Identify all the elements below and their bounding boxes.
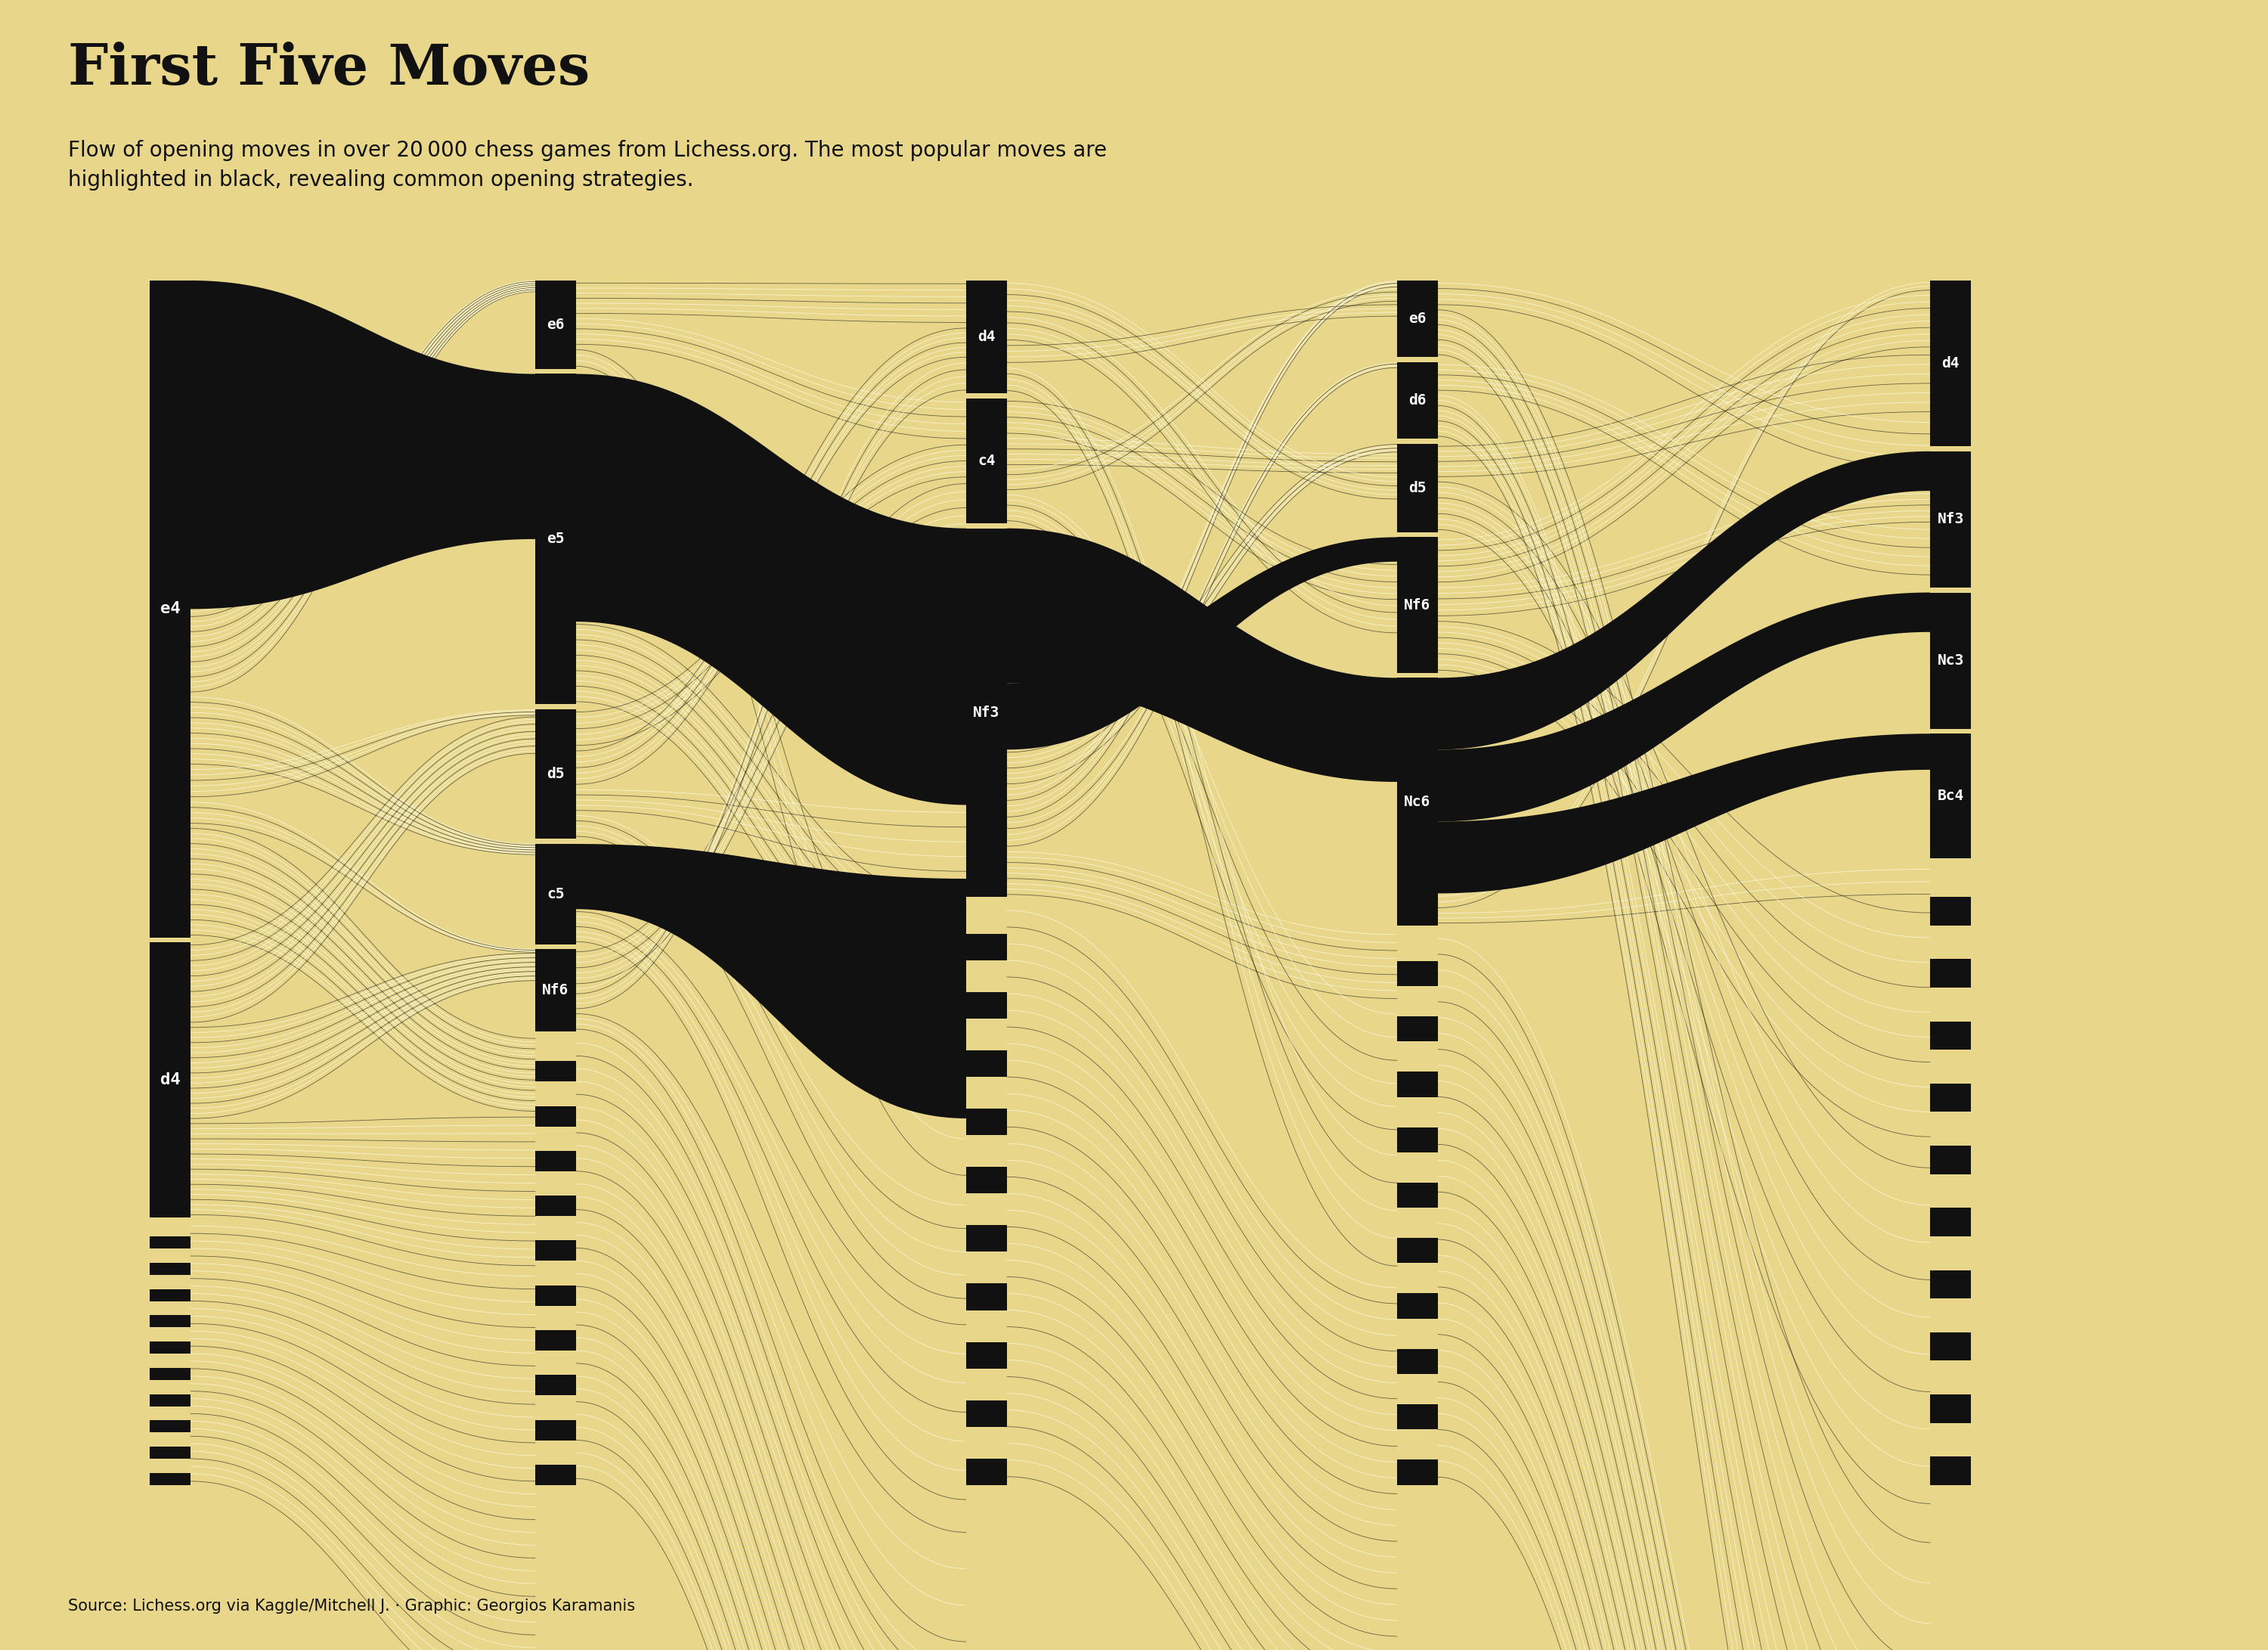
Bar	[150, 1262, 191, 1275]
Bar	[966, 1459, 1007, 1485]
Text: e6: e6	[1408, 312, 1427, 327]
Bar	[535, 375, 576, 705]
Text: d4: d4	[161, 1072, 179, 1087]
Bar	[1930, 898, 1971, 926]
Bar	[1397, 444, 1438, 533]
Text: e5: e5	[547, 531, 565, 546]
Bar	[150, 1341, 191, 1353]
Bar	[1930, 1394, 1971, 1422]
Text: d6: d6	[1408, 393, 1427, 408]
Bar	[1397, 1016, 1438, 1041]
Bar	[1397, 281, 1438, 356]
Bar	[150, 1421, 191, 1432]
Bar	[150, 1289, 191, 1302]
Bar	[1930, 1270, 1971, 1299]
Bar	[535, 1465, 576, 1485]
Polygon shape	[1007, 528, 1397, 782]
Bar	[535, 1285, 576, 1305]
Polygon shape	[576, 843, 966, 1119]
Bar	[535, 1061, 576, 1081]
Polygon shape	[1007, 538, 1397, 749]
Bar	[1397, 361, 1438, 439]
Text: Nf3: Nf3	[1937, 511, 1964, 526]
Polygon shape	[1438, 734, 1930, 893]
Bar	[535, 1330, 576, 1350]
Text: d5: d5	[1408, 480, 1427, 495]
Bar	[150, 1315, 191, 1327]
Text: Source: Lichess.org via Kaggle/Mitchell J. · Graphic: Georgios Karamanis: Source: Lichess.org via Kaggle/Mitchell …	[68, 1599, 635, 1614]
Bar	[1397, 1238, 1438, 1264]
Bar	[1397, 538, 1438, 673]
Bar	[1397, 1350, 1438, 1374]
Bar	[966, 281, 1007, 393]
Bar	[966, 398, 1007, 523]
Text: d4: d4	[978, 330, 996, 345]
Bar	[1397, 1460, 1438, 1485]
Polygon shape	[1438, 592, 1930, 822]
Bar	[1930, 281, 1971, 447]
Bar	[1397, 678, 1438, 926]
Bar	[966, 1401, 1007, 1427]
Bar	[966, 1109, 1007, 1135]
Text: Nc6: Nc6	[1404, 795, 1431, 808]
Bar	[535, 1241, 576, 1261]
Bar	[1930, 452, 1971, 587]
Bar	[966, 1284, 1007, 1310]
Text: Nf6: Nf6	[1404, 597, 1431, 612]
Bar	[966, 1167, 1007, 1193]
Bar	[1930, 1208, 1971, 1236]
Text: Flow of opening moves in over 20 000 chess games from Lichess.org. The most popu: Flow of opening moves in over 20 000 che…	[68, 140, 1107, 191]
Bar	[535, 1419, 576, 1440]
Bar	[150, 1447, 191, 1459]
Bar	[1930, 1332, 1971, 1361]
Bar	[966, 1226, 1007, 1252]
Text: e6: e6	[547, 317, 565, 332]
Polygon shape	[576, 375, 966, 805]
Bar	[1930, 959, 1971, 987]
Bar	[1930, 1084, 1971, 1112]
Bar	[966, 1051, 1007, 1077]
Text: c4: c4	[978, 454, 996, 469]
Bar	[150, 281, 191, 937]
Polygon shape	[191, 281, 535, 609]
Text: e4: e4	[161, 602, 179, 617]
Text: First Five Moves: First Five Moves	[68, 41, 590, 96]
Bar	[150, 1368, 191, 1379]
Bar	[966, 992, 1007, 1018]
Bar	[535, 949, 576, 1031]
Bar	[1930, 1457, 1971, 1485]
Bar	[1397, 1071, 1438, 1097]
Text: d4: d4	[1941, 356, 1960, 371]
Bar	[1930, 592, 1971, 729]
Bar	[150, 1473, 191, 1485]
Bar	[1397, 1404, 1438, 1429]
Text: Bc4: Bc4	[1937, 789, 1964, 804]
Text: Nc3: Nc3	[1937, 653, 1964, 668]
Text: c5: c5	[547, 888, 565, 901]
Bar	[150, 1394, 191, 1406]
Bar	[1397, 1294, 1438, 1318]
Polygon shape	[1438, 452, 1930, 749]
Text: Nf3: Nf3	[973, 706, 1000, 719]
Bar	[535, 1106, 576, 1127]
Bar	[1397, 1183, 1438, 1208]
Bar	[535, 1196, 576, 1216]
Bar	[535, 1150, 576, 1171]
Bar	[1930, 1145, 1971, 1175]
Bar	[1397, 960, 1438, 987]
Bar	[1930, 734, 1971, 858]
Bar	[150, 942, 191, 1218]
Bar	[1397, 1127, 1438, 1152]
Bar	[150, 1236, 191, 1249]
Text: d5: d5	[547, 767, 565, 782]
Bar	[966, 528, 1007, 898]
Bar	[1930, 1021, 1971, 1049]
Bar	[535, 710, 576, 838]
Bar	[535, 843, 576, 944]
Bar	[966, 1341, 1007, 1368]
Bar	[535, 1374, 576, 1396]
Bar	[535, 281, 576, 370]
Text: Nf6: Nf6	[542, 983, 569, 998]
Bar	[966, 934, 1007, 960]
